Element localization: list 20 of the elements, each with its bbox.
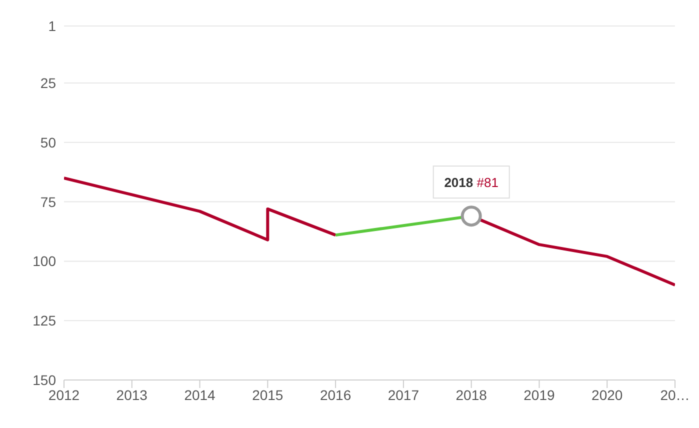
callout: 2018 #81 <box>432 166 510 227</box>
y-tick-label: 25 <box>40 74 56 91</box>
x-tick-label: 2020 <box>592 386 623 403</box>
y-tick-label: 125 <box>32 312 56 329</box>
x-tick-label: 2015 <box>252 386 284 403</box>
x-tick-label: 2018 <box>456 386 488 403</box>
line-series <box>64 176 338 242</box>
y-tick-label: 50 <box>40 134 56 150</box>
x-tick-label: 2012 <box>48 386 80 403</box>
x-tick-label: 2016 <box>320 386 352 403</box>
x-tick-label: 2017 <box>388 386 420 403</box>
y-tick-label: 150 <box>32 372 56 388</box>
annotation: 2018 #81 <box>444 175 498 190</box>
x-tick-label: 2019 <box>524 386 556 403</box>
y-tick-label: 100 <box>32 253 56 270</box>
x-tick-label: 2013 <box>116 386 148 403</box>
y-tick-label: 1 <box>48 18 56 34</box>
x-tick-label: 2014 <box>184 386 216 403</box>
x-tick-label: 20… <box>660 386 690 403</box>
y-tick-label: 75 <box>40 194 56 210</box>
